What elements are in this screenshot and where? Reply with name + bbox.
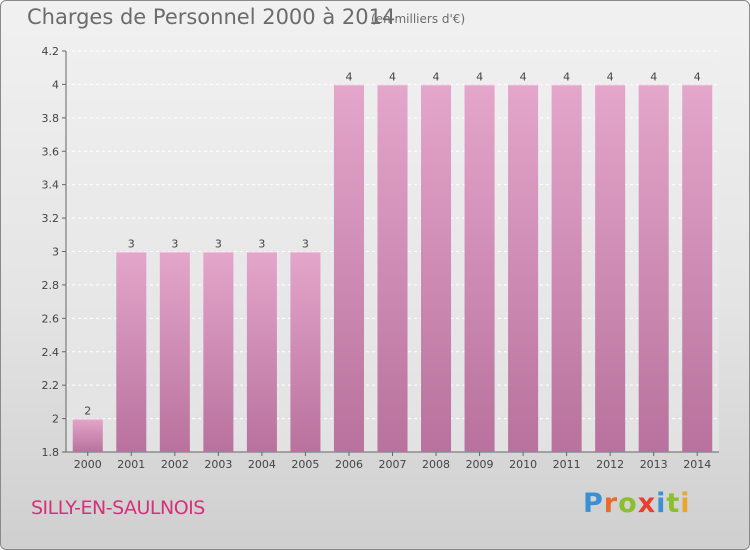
bar xyxy=(595,84,626,453)
x-tick-label: 2002 xyxy=(161,458,189,471)
x-tick-label: 2005 xyxy=(291,458,319,471)
bar xyxy=(159,251,190,452)
data-label: 3 xyxy=(128,238,135,251)
x-tick-label: 2013 xyxy=(640,458,668,471)
logo-letter: i xyxy=(656,488,667,519)
y-tick-label: 2.4 xyxy=(42,346,60,359)
bar xyxy=(638,84,669,453)
data-label: 4 xyxy=(563,70,570,83)
data-label: 3 xyxy=(215,238,222,251)
bar xyxy=(377,84,408,453)
bar-chart: 1.8 2 2.2 2.4 2.6 2.8 3 3.2 3.4 3.6 3.8 4 4.2 2 2000 3 2… xyxy=(42,45,719,471)
chart-title: Charges de Personnel 2000 à 2014 xyxy=(27,5,396,29)
data-label: 4 xyxy=(607,70,614,83)
y-tick-label: 3.2 xyxy=(42,212,60,225)
logo-letter: t xyxy=(666,488,681,519)
x-tick-label: 2014 xyxy=(683,458,711,471)
data-label: 4 xyxy=(650,70,657,83)
chart-subtitle: (en milliers d'€) xyxy=(371,12,466,26)
bar xyxy=(421,84,452,453)
y-tick-label: 2 xyxy=(52,413,59,426)
y-tick-label: 3 xyxy=(52,246,59,259)
x-tick-label: 2004 xyxy=(248,458,276,471)
data-label: 3 xyxy=(302,238,309,251)
y-tick-label: 3.6 xyxy=(42,145,60,158)
y-tick-label: 1.8 xyxy=(42,446,60,459)
bar xyxy=(508,84,539,453)
data-label: 4 xyxy=(694,70,701,83)
logo-letter: i xyxy=(680,488,691,519)
x-tick-label: 2011 xyxy=(553,458,581,471)
data-label: 4 xyxy=(389,70,396,83)
bar xyxy=(290,251,321,452)
logo-letter: x xyxy=(637,488,657,519)
bar xyxy=(333,84,364,453)
y-tick-label: 4 xyxy=(52,78,59,91)
x-tick-label: 2000 xyxy=(74,458,102,471)
y-tick-label: 3.8 xyxy=(42,112,60,125)
data-label: 3 xyxy=(258,238,265,251)
bar xyxy=(551,84,582,453)
bar xyxy=(464,84,495,453)
data-label: 4 xyxy=(433,70,440,83)
x-tick-label: 2008 xyxy=(422,458,450,471)
x-tick-label: 2010 xyxy=(509,458,537,471)
bar xyxy=(246,251,277,452)
data-label: 2 xyxy=(84,405,91,418)
x-tick-label: 2006 xyxy=(335,458,363,471)
bar xyxy=(72,418,103,452)
x-tick-label: 2001 xyxy=(117,458,145,471)
bar xyxy=(682,84,713,453)
y-tick-label: 2.8 xyxy=(42,279,60,292)
x-tick-label: 2012 xyxy=(596,458,624,471)
commune-name: SILLY-EN-SAULNOIS xyxy=(31,497,205,519)
bar xyxy=(116,251,147,452)
data-label: 4 xyxy=(520,70,527,83)
x-tick-label: 2003 xyxy=(204,458,232,471)
logo-letter: o xyxy=(618,488,638,519)
y-tick-label: 2.2 xyxy=(42,379,60,392)
y-tick-label: 3.4 xyxy=(42,179,60,192)
data-label: 4 xyxy=(345,70,352,83)
logo-letter: r xyxy=(603,488,619,519)
data-label: 3 xyxy=(171,238,178,251)
logo-letter: P xyxy=(583,488,604,519)
bar xyxy=(203,251,234,452)
x-tick-label: 2009 xyxy=(466,458,494,471)
x-tick-label: 2007 xyxy=(379,458,407,471)
data-label: 4 xyxy=(476,70,483,83)
proxiti-logo: Proxiti xyxy=(583,488,691,519)
y-tick-label: 4.2 xyxy=(42,45,60,58)
y-tick-label: 2.6 xyxy=(42,312,60,325)
